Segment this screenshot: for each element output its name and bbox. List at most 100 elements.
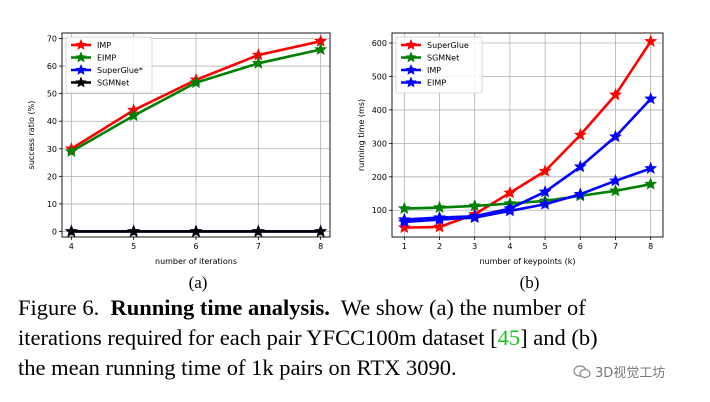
charta-point: [64, 144, 78, 158]
chartb-point: [433, 200, 447, 214]
chartb-point: [397, 215, 411, 228]
chartb-point: [468, 199, 482, 212]
chartb-point: [573, 128, 587, 141]
chartb-xtick-label: 6: [578, 242, 583, 251]
chartb-series-line-sgmnet: [404, 182, 651, 210]
chartb-legend-label: EIMP: [427, 79, 446, 88]
chartb-sublabel: (b): [520, 273, 540, 292]
caption-bold-title: Running time analysis.: [110, 295, 330, 320]
charta-legend-label: SuperGlue*: [97, 66, 143, 75]
chartb-legend-marker: [405, 38, 417, 50]
chartb-xtick-label: 7: [613, 242, 618, 251]
charta-xlabel: number of iterations: [155, 257, 237, 266]
figure-caption: Figure 6. Running time analysis. We show…: [18, 293, 698, 383]
chartb-xtick-label: 3: [472, 242, 477, 251]
chartb-plot-frame: [391, 32, 664, 238]
wechat-icon: [573, 364, 591, 379]
chartb-point: [608, 184, 622, 197]
chartb-xtick-label: 4: [507, 242, 512, 251]
charta-point: [127, 108, 141, 122]
chartb-xtick-label: 8: [648, 242, 653, 251]
chartb-ytick-label: 600: [372, 39, 387, 48]
charta-xtick-label: 7: [256, 242, 261, 251]
charta-sublabel: (a): [189, 273, 208, 292]
charta-legend-marker: [75, 76, 87, 88]
chartb-point: [503, 204, 517, 217]
chartb-point: [608, 88, 622, 101]
caption-line-3: the mean running time of 1k pairs on RTX…: [18, 355, 457, 380]
chartb-point: [644, 161, 658, 174]
chartb-point: [644, 177, 658, 190]
chartb-legend-marker: [405, 63, 417, 75]
chartb-point: [433, 220, 447, 233]
chartb-point: [644, 92, 658, 105]
chartb-ytick-label: 100: [372, 206, 387, 215]
chartb-point: [608, 174, 622, 187]
chartb-point: [608, 129, 622, 143]
chartb-ylabel: running time (ms): [357, 99, 366, 171]
charta-ytick-label: 20: [47, 172, 57, 181]
chartb-legend-marker: [405, 51, 417, 63]
charta-point: [314, 224, 328, 238]
charta-legend-label: SGMNet: [97, 79, 129, 88]
caption-line2-b: ] and (b): [520, 325, 598, 350]
charta-point: [314, 42, 328, 56]
charta-legend-label: IMP: [97, 41, 111, 50]
charta-point: [251, 56, 265, 69]
chartb-legend-label: IMP: [427, 66, 441, 75]
charta-legend-label: EIMP: [97, 54, 116, 63]
chartb-series-line-eimp: [404, 167, 652, 224]
chartb-point: [538, 164, 552, 177]
charta-xtick-label: 5: [131, 242, 136, 251]
chartb-xtick-label: 2: [437, 242, 442, 251]
charta-point: [251, 224, 265, 238]
citation-link[interactable]: 45: [497, 325, 521, 350]
caption-line2-a: iterations required for each pair YFCC10…: [18, 325, 498, 350]
charta-ylabel: success ratio (%): [27, 101, 36, 170]
chartb-point: [538, 197, 552, 210]
chartb-series-line-imp: [404, 97, 652, 221]
charta-ytick-label: 30: [47, 145, 57, 154]
caption-line-1: Figure 6. Running time analysis. We show…: [18, 293, 698, 323]
chartb-point: [644, 34, 658, 47]
chartb-ytick-label: 500: [372, 72, 387, 81]
charta-legend-marker: [75, 63, 87, 75]
chartb-point: [573, 187, 587, 200]
charta-legend-marker: [75, 38, 87, 50]
charta-legend-marker: [75, 51, 87, 63]
chartb-point: [397, 201, 411, 215]
charta-ytick-label: 70: [47, 35, 57, 44]
watermark-text: 3D视觉工坊: [595, 366, 666, 381]
chartb-legend-box: [395, 36, 483, 94]
chart-b: 1 2 3 4 5 6 7 8 100 200 300 400 500 600 number of keyp…: [357, 32, 664, 292]
chartb-xlabel: number of keypoints (k): [479, 257, 575, 266]
watermark: 3D视觉工坊: [573, 362, 665, 381]
charta-ytick-label: 0: [52, 227, 57, 236]
chartb-point: [573, 159, 587, 173]
caption-line-2: iterations required for each pair YFCC10…: [18, 323, 698, 353]
caption-line1-rest: We show (a) the number of: [340, 295, 586, 320]
chartb-xtick-label: 5: [543, 242, 548, 251]
charta-point: [64, 224, 78, 238]
charta-ytick-label: 10: [47, 200, 57, 209]
chartb-ytick-label: 300: [372, 139, 387, 148]
chartb-point: [433, 212, 447, 226]
chartb-point: [468, 210, 482, 224]
charta-ytick-label: 60: [47, 62, 57, 71]
caption-prefix: Figure 6.: [18, 295, 100, 320]
chartb-point: [538, 185, 552, 198]
chartb-point: [397, 220, 411, 234]
charta-ytick-label: 50: [47, 90, 57, 99]
chartb-point: [503, 186, 517, 199]
charta-ytick-label: 40: [47, 117, 57, 126]
charta-xtick-label: 8: [318, 242, 323, 251]
chart-a: 4 5 6 7 8 0 10 20 30 40 50 60 70 number of iterations…: [27, 32, 331, 292]
chartb-legend-marker: [405, 76, 417, 88]
charta-point: [189, 75, 203, 89]
chartb-legend-label: SGMNet: [427, 54, 459, 63]
chartb-legend-label: SuperGlue: [427, 41, 469, 50]
chartb-ytick-label: 400: [372, 106, 387, 115]
chartb-ytick-label: 200: [372, 173, 387, 182]
charta-legend-box: [65, 36, 153, 94]
